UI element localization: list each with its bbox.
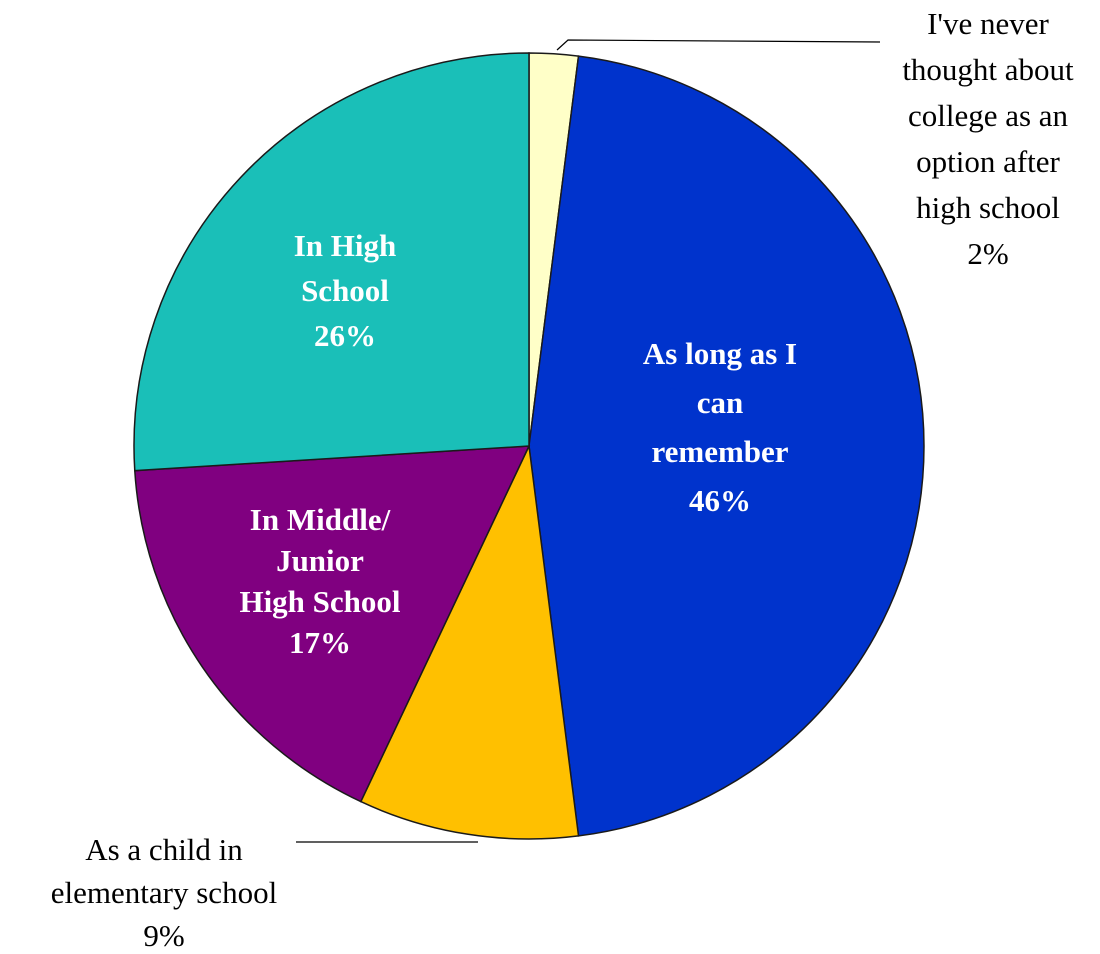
- label-elementary-school-percent: 9%: [143, 918, 184, 953]
- label-never-thought-percent: 2%: [967, 236, 1008, 271]
- label-middle-junior-high-percent: 17%: [289, 625, 351, 660]
- label-as-long-as-remember-line: As long as I: [643, 336, 797, 371]
- slice-middle-junior-high: [133, 445, 531, 803]
- label-never-thought-line: thought about: [902, 52, 1074, 87]
- label-never-thought-line: I've never: [927, 6, 1049, 41]
- label-elementary-school-line: elementary school: [51, 875, 277, 910]
- label-never-thought-leader-line: [556, 39, 881, 51]
- label-elementary-school: As a child in elementary school 9%: [51, 832, 277, 953]
- label-middle-junior-high-line: Junior: [276, 543, 364, 578]
- label-never-thought-line: option after: [916, 144, 1060, 179]
- label-as-long-as-remember: As long as I can remember 46%: [643, 336, 797, 518]
- label-never-thought: I've never thought about college as an opti…: [902, 6, 1074, 271]
- slice-high-school: [133, 52, 530, 472]
- label-high-school: In High School 26%: [294, 228, 397, 353]
- label-high-school-line: In High: [294, 228, 397, 263]
- label-as-long-as-remember-line: remember: [651, 434, 788, 469]
- label-high-school-line: School: [301, 273, 389, 308]
- label-elementary-school-line: As a child in: [85, 832, 243, 867]
- label-middle-junior-high-line: In Middle/: [250, 502, 391, 537]
- slice-elementary-school: [359, 443, 580, 840]
- label-as-long-as-remember-percent: 46%: [689, 483, 751, 518]
- label-never-thought-line: high school: [916, 190, 1060, 225]
- label-middle-junior-high-line: High School: [239, 584, 400, 619]
- label-middle-junior-high: In Middle/Junior High School 17%: [239, 502, 400, 660]
- label-high-school-percent: 26%: [314, 318, 376, 353]
- label-as-long-as-remember-line: can: [697, 385, 744, 420]
- label-never-thought-line: college as an: [908, 98, 1069, 133]
- slice-as-long-as-remember: [528, 55, 925, 837]
